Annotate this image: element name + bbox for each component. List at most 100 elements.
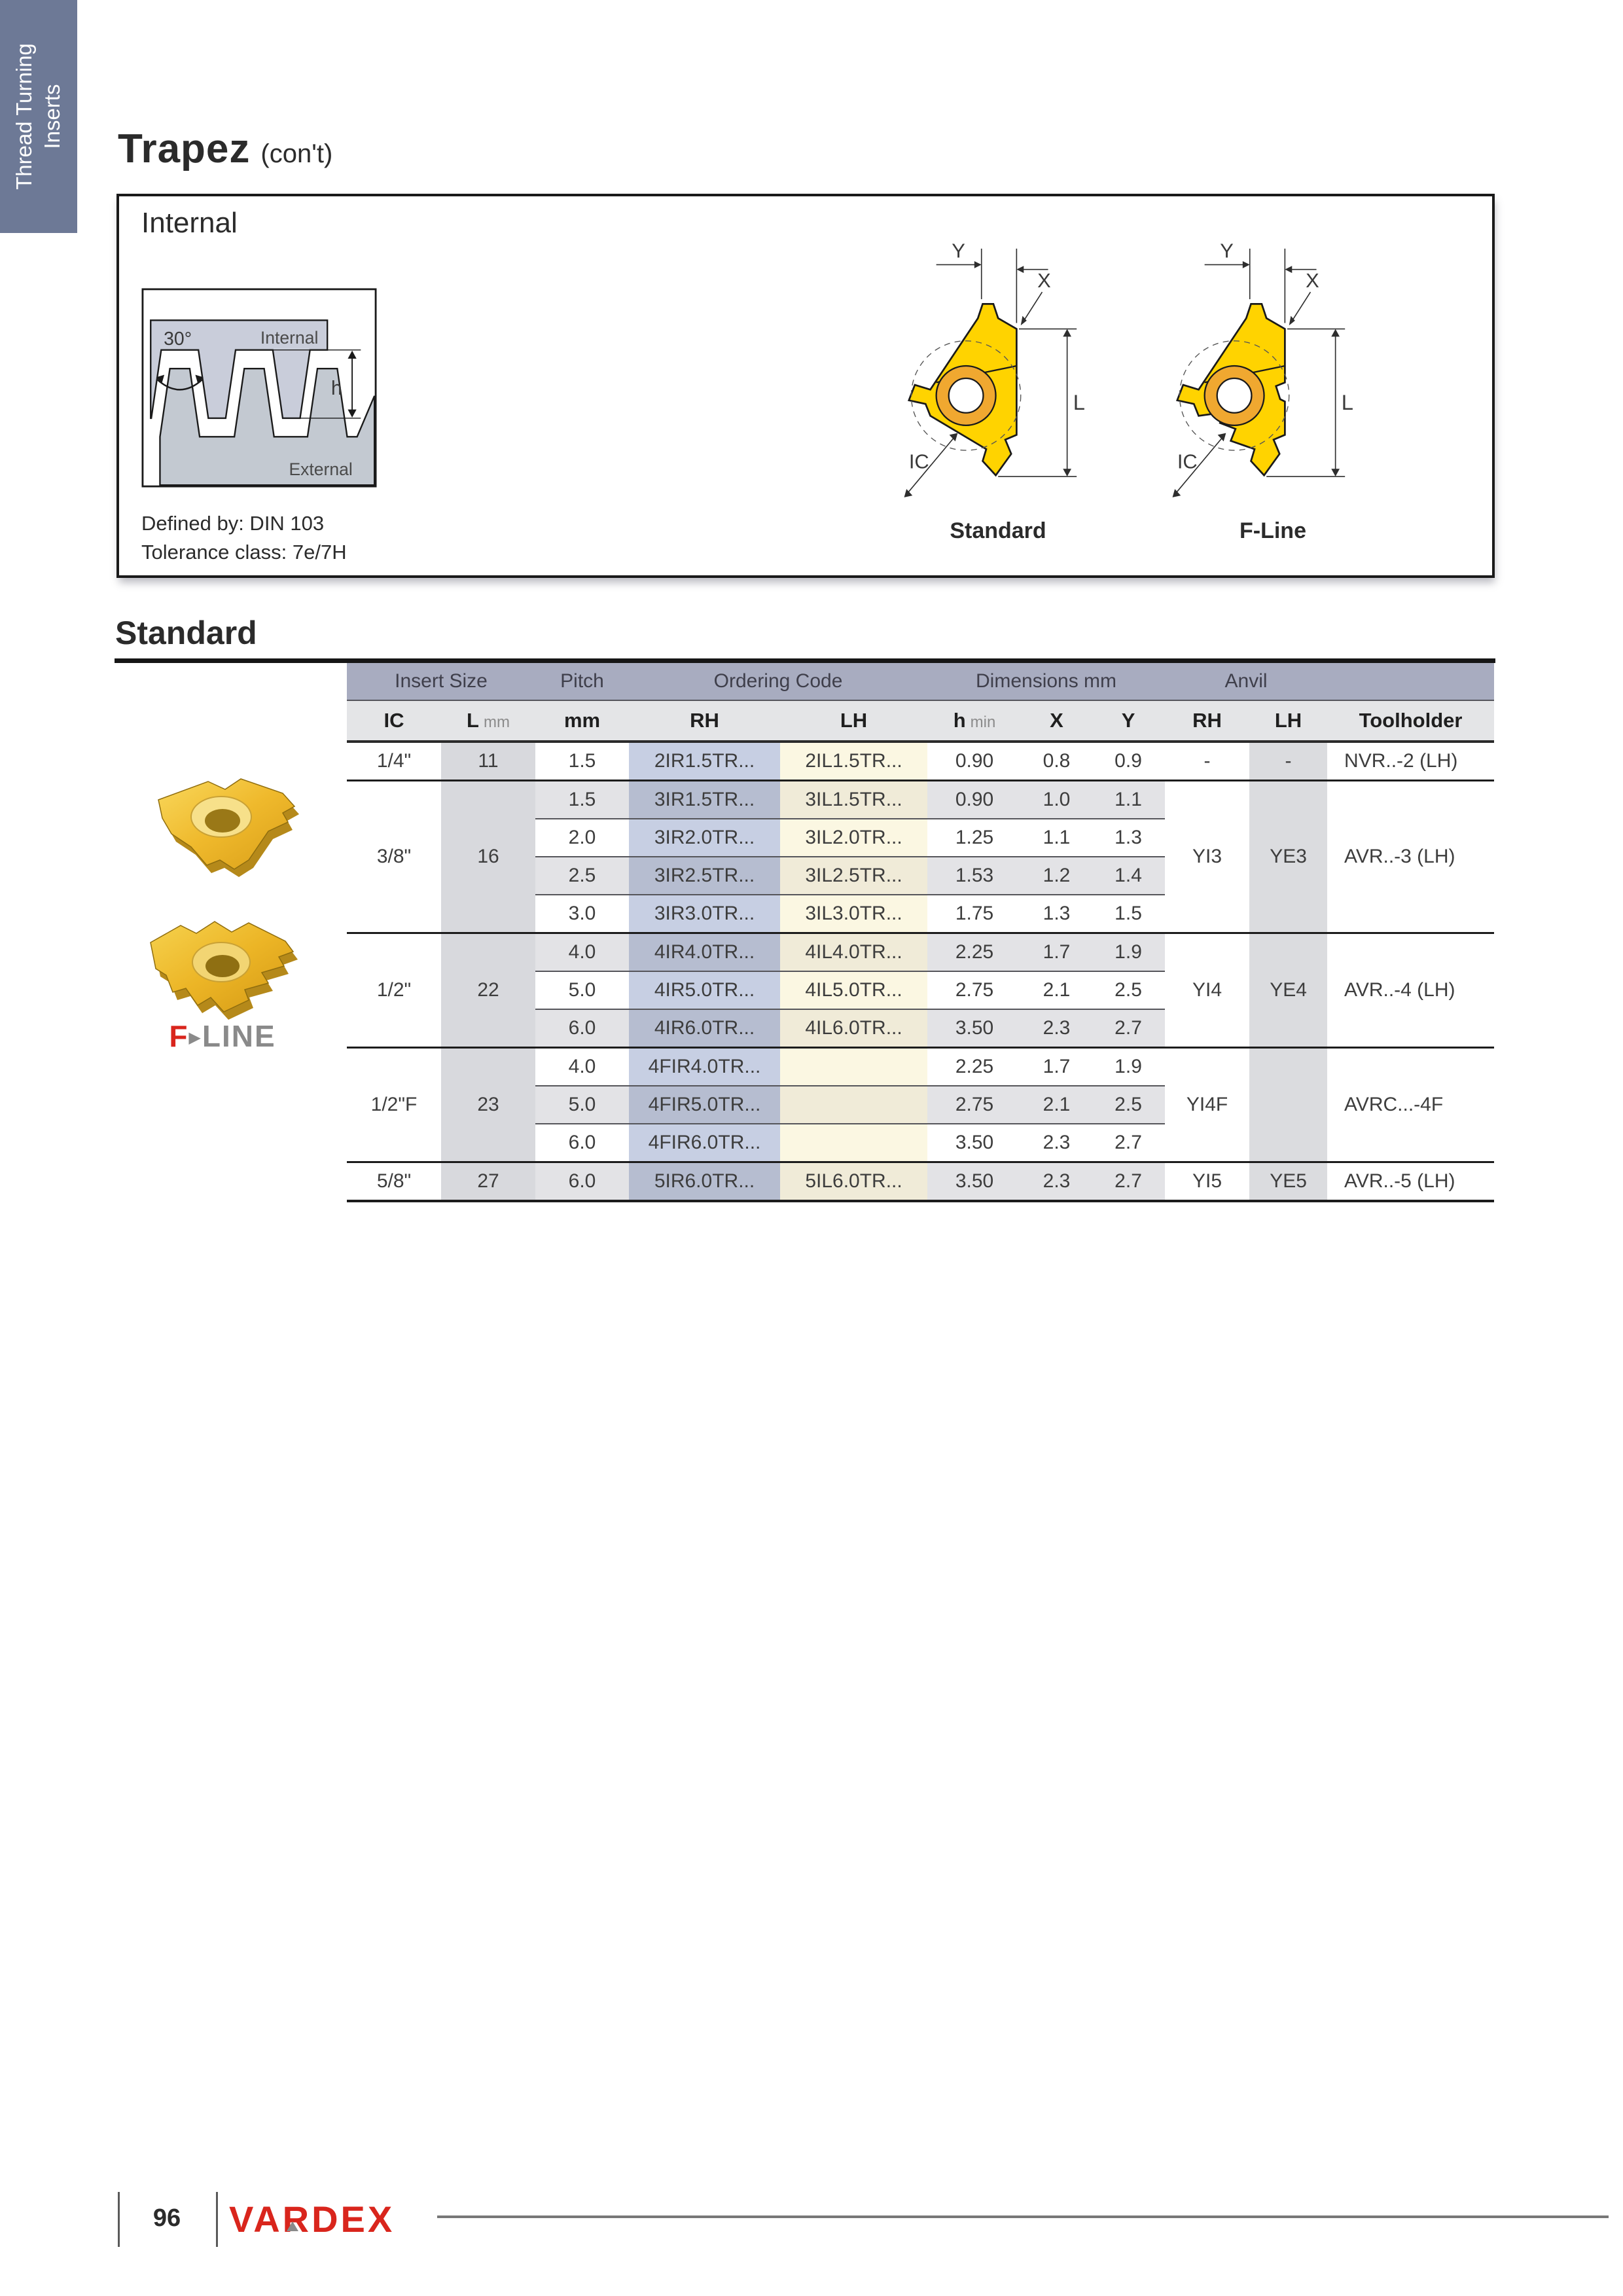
- cell-code-rh: 4IR5.0TR...: [629, 971, 781, 1009]
- cell-anvil-lh: YE3: [1249, 780, 1328, 933]
- standard-diagram-label: Standard: [950, 518, 1046, 543]
- table-row: 3/8" 16 1.5 3IR1.5TR... 3IL1.5TR... 0.90 1.0 1.…: [347, 780, 1495, 933]
- cell-code-lh: [780, 1085, 928, 1124]
- table-row: 1/2"F 23 4.0 4FIR4.0TR... 2.25 1.7 1.9 YI4F AVRC…: [347, 1047, 1495, 1162]
- sidebar-tab-line1: Thread Turning: [12, 43, 37, 190]
- external-label: External: [289, 459, 352, 479]
- cell-anvil-lh: -: [1249, 742, 1328, 781]
- table-row: 5.0 4IR5.0TR... 4IL5.0TR... 2.75 2.1 2.5: [347, 971, 1494, 1009]
- cell-code-rh: 4FIR5.0TR...: [629, 1085, 781, 1124]
- fline-logo-f: F: [169, 1019, 188, 1053]
- sidebar-tab-thread-turning-inserts: Thread Turning Inserts: [0, 0, 77, 233]
- table-row: 1/4" 11 1.5 2IR1.5TR... 2IL1.5TR... 0.90 0.8 0.…: [347, 742, 1494, 781]
- table-row: 5/8" 27 6.0 5IR6.0TR... 5IL6.0TR... 3.50 2.3 2.…: [347, 1161, 1495, 1202]
- cell-code-lh: 3IL3.0TR...: [780, 894, 928, 933]
- cell-anvil-lh: YE4: [1249, 932, 1328, 1048]
- insert-hole: [205, 809, 240, 833]
- cell-ic: 1/4": [376, 750, 412, 772]
- cell-code-lh: 4IL6.0TR...: [780, 1009, 928, 1048]
- table-group-header: Anvil: [1165, 663, 1328, 701]
- cell-pitch: 5.0: [535, 971, 630, 1009]
- cell-l: 11: [441, 742, 536, 781]
- center-hole: [948, 377, 984, 414]
- table-row: 6.0 4IR6.0TR... 4IL6.0TR... 3.50 2.3 2.7: [347, 1009, 1494, 1048]
- cell-hmin: 3.50: [927, 1161, 1022, 1202]
- h-arrow-bottom: [348, 409, 357, 418]
- table-group-header: [1327, 663, 1495, 701]
- fline-diagram-label: F-Line: [1240, 518, 1306, 543]
- table-col-header: LH: [1249, 700, 1328, 743]
- cell-toolholder: AVR..-3 (LH): [1327, 780, 1495, 933]
- cell-hmin: 1.53: [927, 856, 1022, 895]
- cell-toolholder: NVR..-2 (LH): [1344, 750, 1458, 772]
- cell-code-rh: 4IR6.0TR...: [629, 1009, 781, 1048]
- table-col-header: RH: [629, 700, 781, 743]
- cell-hmin: 0.90: [955, 750, 994, 772]
- cell-y: 1.4: [1092, 856, 1166, 895]
- cell-code-lh: [780, 1123, 928, 1162]
- cell-y: 1.9: [1092, 1047, 1166, 1086]
- inscribed-circle: [910, 340, 1022, 451]
- page-title: Trapez (con't): [118, 126, 332, 172]
- cell-code-rh: 4IR4.0TR...: [629, 932, 781, 971]
- footer-divider-1: [118, 2192, 120, 2247]
- defined-by-line: Defined by: DIN 103: [141, 512, 325, 535]
- page-number: 96: [152, 2204, 181, 2232]
- cell-x: 2.3: [1022, 1123, 1092, 1162]
- defined-by-block: Defined by: DIN 103 Tolerance class: 7e/…: [141, 509, 347, 567]
- cell-y: 1.1: [1092, 780, 1166, 819]
- cell-x: 1.1: [1022, 818, 1092, 857]
- dim-y-label: Y: [952, 240, 965, 262]
- cell-l: 23: [441, 1047, 536, 1162]
- cell-pitch: 2.5: [535, 856, 630, 895]
- cell-anvil-lh: YE5: [1249, 1161, 1328, 1202]
- cell-code-rh: 3IR2.5TR...: [629, 856, 781, 895]
- table-row: 5.0 4FIR5.0TR... 2.75 2.1 2.5: [347, 1085, 1494, 1124]
- dim-l-label: L: [1342, 390, 1353, 414]
- h-arrow-top: [348, 350, 357, 359]
- cell-code-rh: 5IR6.0TR...: [629, 1161, 781, 1202]
- vardex-logo-text: VARDEX: [229, 2198, 395, 2240]
- fline-logo-line: LINE: [202, 1019, 276, 1053]
- dim-ic-label: IC: [1177, 450, 1198, 473]
- dim-x-label: X: [1037, 269, 1051, 292]
- fline-logo: F▶LINE: [157, 1018, 288, 1054]
- table-group-header: Ordering Code: [629, 663, 928, 701]
- cell-ic: 1/2"F: [347, 1047, 441, 1162]
- cell-x: 2.3: [1022, 1009, 1092, 1048]
- table-row: 1/2" 22 4.0 4IR4.0TR... 4IL4.0TR... 2.25 1.7 1.…: [347, 932, 1495, 1048]
- table-col-header: IC: [347, 700, 441, 743]
- cell-pitch: 6.0: [535, 1161, 630, 1202]
- cell-x: 2.1: [1022, 1085, 1092, 1124]
- cell-pitch: 6.0: [535, 1009, 630, 1048]
- cell-anvil-lh: [1249, 1047, 1328, 1162]
- cell-pitch: 5.0: [535, 1085, 630, 1124]
- angle-arrow-right: [195, 374, 204, 384]
- table-col-header: mm: [535, 700, 630, 743]
- cell-pitch: 4.0: [535, 932, 630, 971]
- cell-code-rh: 3IR1.5TR...: [629, 780, 781, 819]
- cell-l: 16: [441, 780, 536, 933]
- cell-pitch: 6.0: [535, 1123, 630, 1162]
- internal-box-title: Internal: [141, 207, 238, 239]
- cell-hmin: 1.75: [927, 894, 1022, 933]
- cell-y: 1.9: [1092, 932, 1166, 971]
- cell-hmin: 2.25: [927, 1047, 1022, 1086]
- cell-pitch: 1.5: [535, 780, 630, 819]
- cell-x: 1.7: [1022, 932, 1092, 971]
- cell-ic: 5/8": [347, 1161, 441, 1202]
- page-title-main: Trapez: [118, 126, 251, 171]
- cell-anvil-rh: YI4F: [1165, 1047, 1250, 1162]
- cell-anvil-rh: YI5: [1165, 1161, 1250, 1202]
- dim-ic-label: IC: [909, 450, 929, 473]
- cell-hmin: 0.90: [927, 780, 1022, 819]
- cell-code-rh: 4FIR4.0TR...: [629, 1047, 781, 1086]
- angle-label: 30°: [164, 329, 192, 350]
- cell-ic: 3/8": [347, 780, 441, 933]
- external-thread-shape: [159, 367, 376, 486]
- tolerance-line: Tolerance class: 7e/7H: [141, 541, 347, 564]
- cell-pitch: 3.0: [535, 894, 630, 933]
- fline-logo-arrow-icon: ▶: [188, 1029, 201, 1047]
- cell-code-lh: 2IL1.5TR...: [780, 742, 928, 781]
- table-col-header: X: [1022, 700, 1092, 743]
